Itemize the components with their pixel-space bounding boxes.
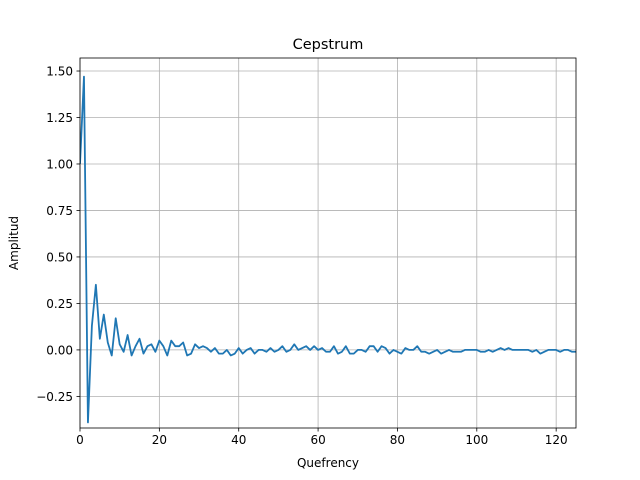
x-tick-label: 0 — [76, 433, 84, 447]
y-tick-label: 0.50 — [46, 250, 73, 264]
y-tick-label: 1.50 — [46, 65, 73, 79]
plot-area — [80, 58, 576, 428]
x-tick-label: 60 — [310, 433, 325, 447]
axis-ticks: 0 20 40 60 80 100 120 −0.25 0.00 0.25 0.50 0.75 1.00… — [36, 65, 567, 447]
y-tick-label: 1.00 — [46, 157, 73, 171]
x-tick-label: 40 — [231, 433, 246, 447]
y-tick-label: 0.25 — [46, 297, 73, 311]
cepstrum-line — [80, 75, 576, 424]
x-tick-label: 120 — [545, 433, 568, 447]
plot-frame — [79, 57, 577, 429]
y-tick-label: 0.00 — [46, 343, 73, 357]
x-tick-label: 100 — [465, 433, 488, 447]
x-axis-label: Quefrency — [297, 456, 359, 470]
y-tick-label: −0.25 — [36, 390, 73, 404]
data-series — [80, 75, 576, 424]
y-tick-label: 1.25 — [46, 111, 73, 125]
chart-title: Cepstrum — [293, 37, 364, 53]
y-axis-label: Amplitud — [7, 216, 21, 270]
x-tick-label: 80 — [390, 433, 405, 447]
grid-lines — [79, 58, 576, 428]
y-tick-label: 0.75 — [46, 204, 73, 218]
x-tick-label: 20 — [152, 433, 167, 447]
